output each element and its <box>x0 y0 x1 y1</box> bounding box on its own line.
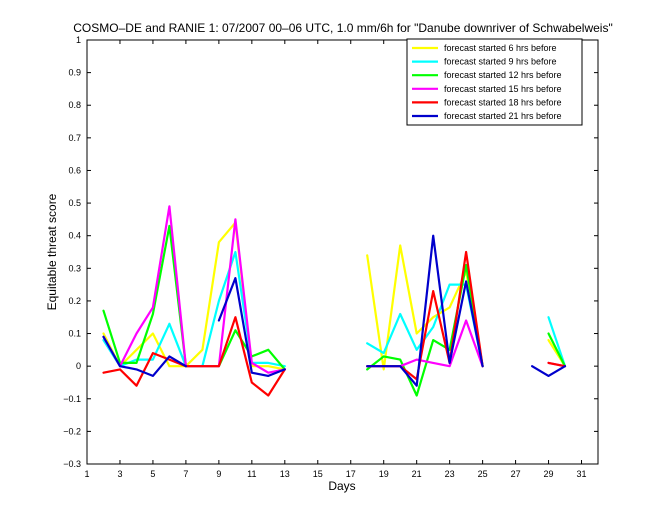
x-tick-label: 27 <box>511 469 521 479</box>
series-line-3 <box>102 224 286 371</box>
x-tick-label: 21 <box>412 469 422 479</box>
series-line-6 <box>366 234 484 387</box>
x-axis-label: Days <box>328 479 355 493</box>
y-tick-label: −0.1 <box>63 394 81 404</box>
series-line-4 <box>102 205 286 374</box>
x-tick-label: 11 <box>247 469 256 479</box>
axes-box <box>86 39 599 465</box>
y-tick-label: 0.9 <box>68 68 81 78</box>
y-tick-label: 0.7 <box>68 133 81 143</box>
series-line-2 <box>547 316 567 368</box>
x-axis-ticks: 1 3 5 7 9 11 13 15 17 19 21 23 25 27 29 31 <box>84 40 587 479</box>
y-axis-label: Equitable threat score <box>45 193 59 310</box>
y-tick-label: 0.3 <box>68 263 81 273</box>
y-axis-ticks: −0.3 −0.2 −0.1 0 0.1 0.2 0.3 0.4 0.5 0.6 0.7 0.8 0.9… <box>63 35 598 469</box>
y-tick-label: 0.2 <box>68 296 81 306</box>
y-tick-label: −0.2 <box>63 426 81 436</box>
series-line-6 <box>102 335 187 377</box>
series-line-3 <box>366 263 484 397</box>
y-tick-label: 0.8 <box>68 100 81 110</box>
plot-lines <box>102 205 567 397</box>
y-tick-label: 0.5 <box>68 198 81 208</box>
legend-box <box>406 38 583 126</box>
legend-label-1: forecast started 6 hrs before <box>444 43 557 53</box>
x-tick-label: 3 <box>117 469 122 479</box>
chart-title: COSMO–DE and RANIE 1: 07/2007 00–06 UTC,… <box>73 21 612 35</box>
x-tick-label: 25 <box>478 469 488 479</box>
x-tick-label: 7 <box>183 469 188 479</box>
series-line-2 <box>102 250 286 368</box>
series-line-1 <box>102 221 286 371</box>
x-tick-label: 1 <box>84 469 89 479</box>
series-line-5 <box>547 361 567 368</box>
y-tick-label: 0.1 <box>68 329 81 339</box>
x-tick-label: 19 <box>379 469 389 479</box>
legend-label-3: forecast started 12 hrs before <box>444 70 562 80</box>
series-line-6 <box>530 365 567 377</box>
y-tick-label: −0.3 <box>63 459 81 469</box>
series-line-6 <box>217 277 286 377</box>
x-tick-label: 29 <box>544 469 554 479</box>
legend-label-5: forecast started 18 hrs before <box>444 97 562 107</box>
legend: forecast started 6 hrs before forecast st… <box>406 38 583 126</box>
x-tick-label: 17 <box>346 469 356 479</box>
x-tick-label: 31 <box>577 469 587 479</box>
series-line-5 <box>102 316 286 397</box>
y-tick-label: 0.6 <box>68 165 81 175</box>
legend-label-2: forecast started 9 hrs before <box>444 57 557 67</box>
y-tick-label: 0.4 <box>68 231 81 241</box>
x-tick-label: 5 <box>150 469 155 479</box>
series-line-3 <box>547 332 567 368</box>
x-tick-label: 13 <box>280 469 290 479</box>
legend-label-6: forecast started 21 hrs before <box>444 111 562 121</box>
y-tick-label: 1 <box>76 35 81 45</box>
x-tick-label: 9 <box>216 469 221 479</box>
legend-label-4: forecast started 15 hrs before <box>444 84 562 94</box>
x-tick-label: 15 <box>313 469 323 479</box>
x-tick-label: 23 <box>445 469 455 479</box>
y-tick-label: 0 <box>76 361 81 371</box>
